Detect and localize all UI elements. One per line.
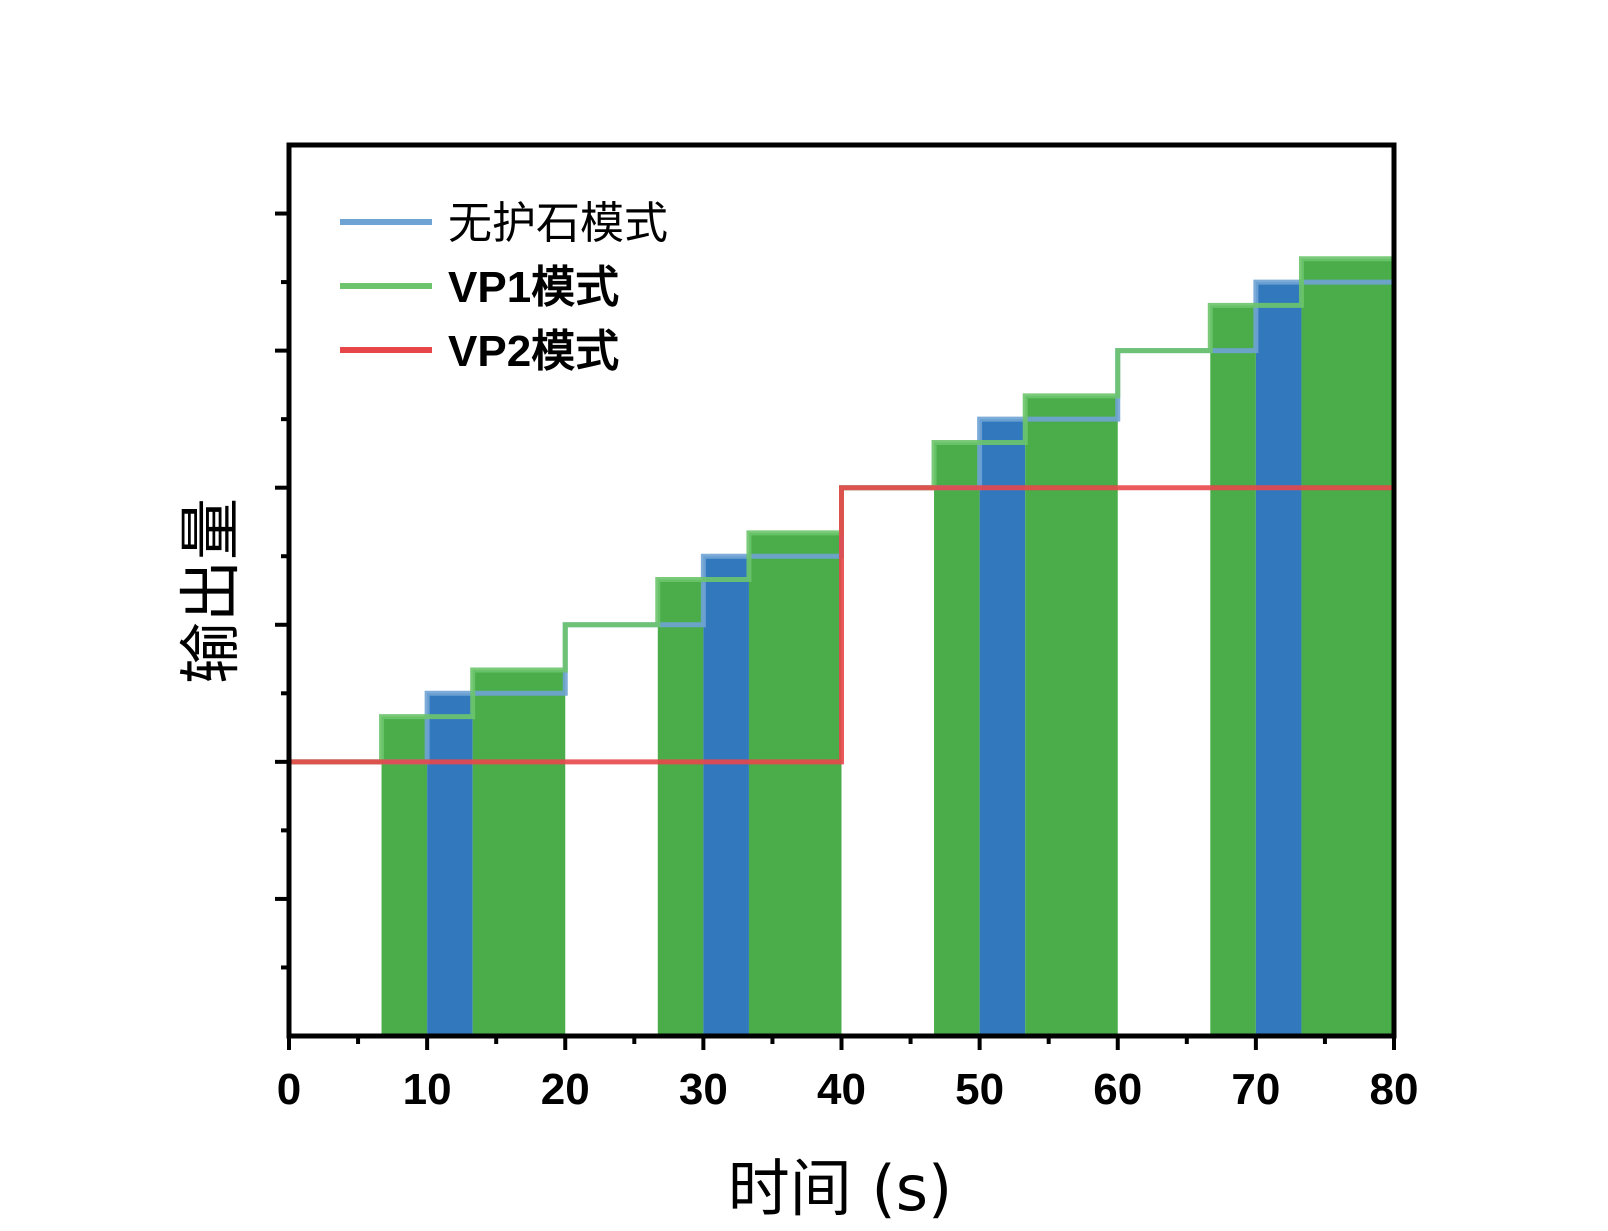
x-tick-label: 40 — [817, 1065, 866, 1114]
bar-2 — [472, 670, 566, 1036]
x-tick-label: 20 — [541, 1065, 590, 1114]
legend-label-1: VP1模式 — [448, 263, 619, 312]
x-tick-label: 30 — [679, 1065, 728, 1114]
x-axis-title: 时间 (s) — [728, 1152, 952, 1225]
axes-layer — [275, 142, 1397, 1050]
x-tick-label: 70 — [1231, 1065, 1280, 1114]
bar-9 — [1210, 305, 1256, 1036]
x-tick-label: 10 — [403, 1065, 452, 1114]
bars-layer — [381, 258, 1394, 1037]
x-tick-label: 0 — [277, 1065, 301, 1114]
bar-4 — [703, 556, 749, 1036]
legend-label-0: 无护石模式 — [448, 198, 668, 249]
bar-11 — [1301, 258, 1394, 1037]
bar-0 — [381, 716, 428, 1036]
series-line-2 — [289, 485, 1394, 765]
x-tick-label: 50 — [955, 1065, 1004, 1114]
bar-10 — [1255, 282, 1302, 1037]
bar-8 — [1025, 395, 1118, 1036]
bar-6 — [934, 442, 980, 1036]
legend: 无护石模式 VP1模式 VP2模式 — [340, 198, 668, 376]
bar-7 — [979, 419, 1026, 1037]
x-tick-labels: 0 10 20 30 40 50 60 70 80 — [277, 1065, 1419, 1114]
bar-1 — [427, 693, 473, 1036]
x-tick-label: 80 — [1370, 1065, 1419, 1114]
y-axis-title: 输出量 — [174, 498, 247, 684]
bar-3 — [657, 579, 704, 1036]
legend-label-2: VP2模式 — [448, 327, 619, 376]
lines-layer — [289, 256, 1394, 765]
bar-5 — [748, 532, 842, 1036]
x-tick-label: 60 — [1093, 1065, 1142, 1114]
